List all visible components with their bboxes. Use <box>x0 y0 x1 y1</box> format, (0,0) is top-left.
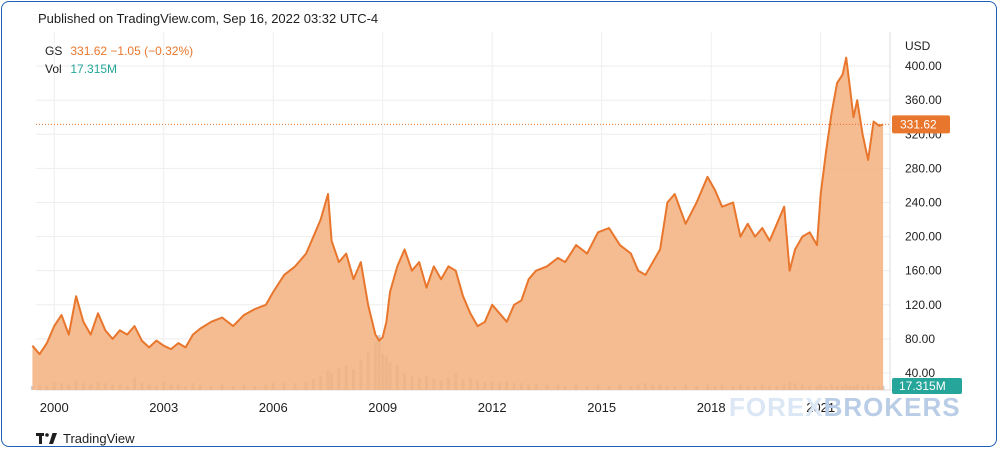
tradingview-brand: TradingView <box>63 431 135 446</box>
legend-vol-value: 17.315M <box>70 62 118 76</box>
x-tick-label: 2021 <box>806 400 835 415</box>
y-tick-label: 240.00 <box>905 195 942 209</box>
x-tick-label: 2009 <box>368 400 397 415</box>
legend-change: −1.05 (−0.32%) <box>110 44 194 58</box>
x-tick-label: 2000 <box>40 400 69 415</box>
y-tick-label: 400.00 <box>905 59 942 73</box>
x-tick-label: 2012 <box>478 400 507 415</box>
tradingview-logo-icon <box>36 432 57 444</box>
legend-price-row: GS 331.62 −1.05 (−0.32%) <box>45 42 193 60</box>
legend: GS 331.62 −1.05 (−0.32%) Vol 17.315M <box>45 42 193 78</box>
y-tick-label: 120.00 <box>905 298 942 312</box>
last-price-label: 331.62 <box>900 117 937 131</box>
y-tick-label: 360.00 <box>905 93 942 107</box>
price-area <box>32 57 884 390</box>
y-tick-label: 160.00 <box>905 264 942 278</box>
legend-volume-row: Vol 17.315M <box>45 60 193 78</box>
tradingview-footer[interactable]: TradingView <box>36 431 135 446</box>
watermark-right: BROKERS <box>823 392 961 422</box>
volume-badge-label: 17.315M <box>899 379 946 393</box>
y-tick-label: 280.00 <box>905 161 942 175</box>
volume-bar <box>30 385 34 390</box>
price-line <box>31 56 884 356</box>
last-price-badge <box>892 115 950 134</box>
watermark-left: FOREX <box>729 392 824 422</box>
x-tick-label: 2018 <box>697 400 726 415</box>
y-tick-label: 80.00 <box>905 332 935 346</box>
y-tick-label: 40.00 <box>905 366 935 380</box>
y-tick-label: 200.00 <box>905 230 942 244</box>
volume-badge <box>892 378 962 394</box>
legend-vol-label: Vol <box>45 62 62 76</box>
legend-symbol: GS <box>45 44 63 58</box>
y-axis-title: USD <box>905 39 931 53</box>
x-tick-label: 2006 <box>259 400 288 415</box>
x-tick-label: 2003 <box>149 400 178 415</box>
published-header: Published on TradingView.com, Sep 16, 20… <box>38 11 379 26</box>
x-tick-label: 2015 <box>587 400 616 415</box>
legend-price: 331.62 <box>70 44 108 58</box>
forexbrokers-watermark: FOREXBROKERS <box>729 392 961 423</box>
